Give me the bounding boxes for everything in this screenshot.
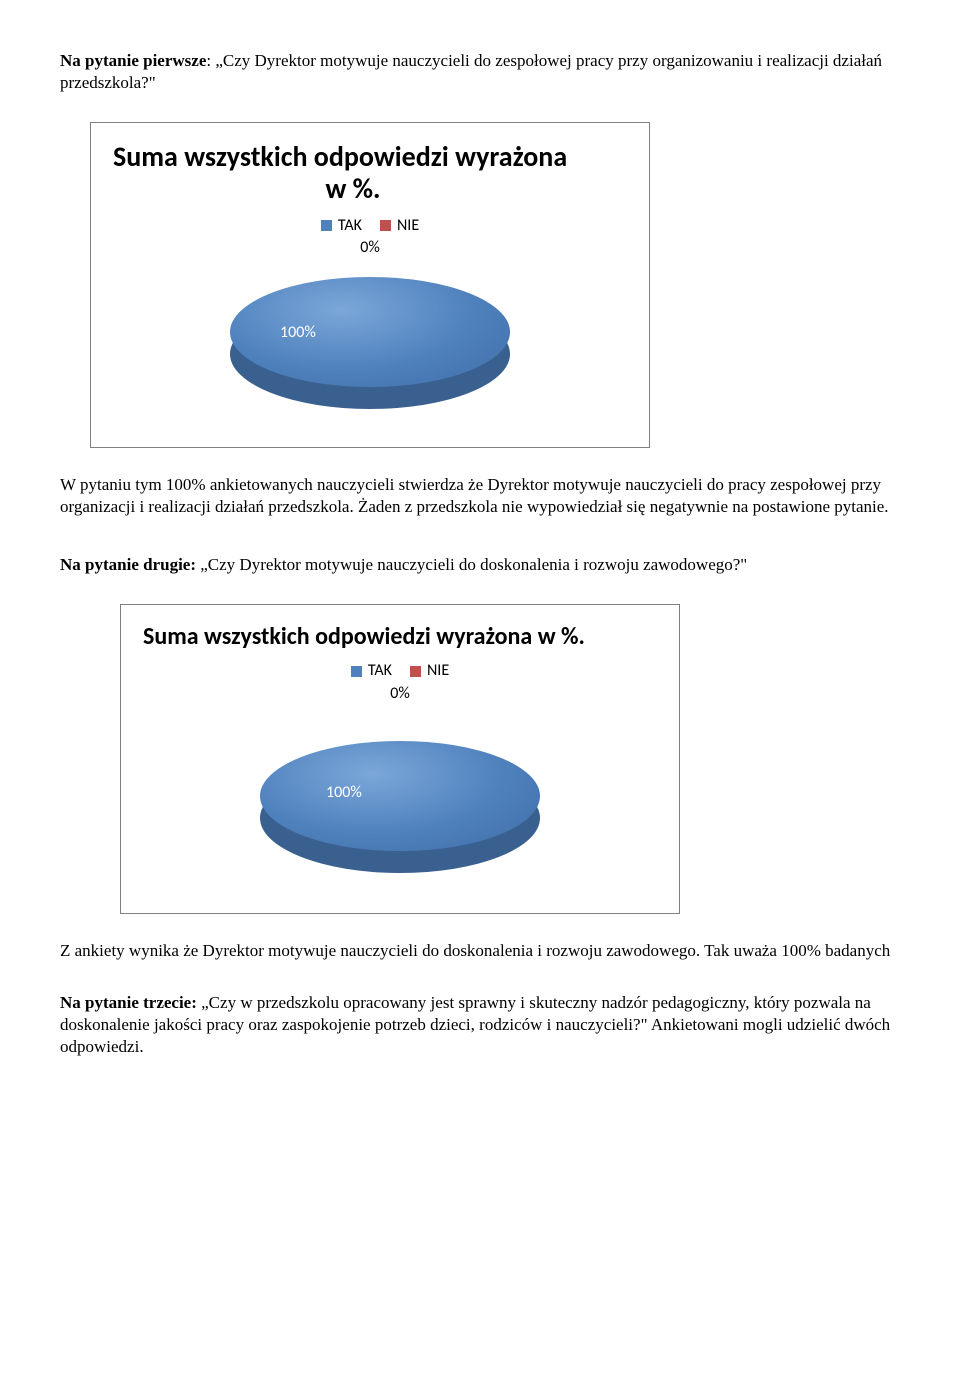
- chart-1-100-label: 100%: [280, 323, 316, 344]
- legend-label-tak-2: TAK: [368, 661, 392, 682]
- legend-item-tak-2: TAK: [351, 661, 392, 682]
- pie-top-2: [260, 741, 540, 851]
- question-1-label: Na pytanie pierwsze: [60, 51, 206, 70]
- legend-label-tak: TAK: [338, 216, 362, 237]
- question-3-label: Na pytanie trzecie:: [60, 993, 197, 1012]
- chart-1-legend: TAK NIE: [113, 216, 627, 237]
- question-1-block: Na pytanie pierwsze: „Czy Dyrektor motyw…: [60, 50, 900, 94]
- legend-label-nie-2: NIE: [427, 661, 449, 682]
- legend-swatch-nie-2: [410, 666, 421, 677]
- question-3-text: Na pytanie trzecie: „Czy w przedszkolu o…: [60, 992, 900, 1058]
- chart-2-zero-label: 0%: [143, 684, 657, 705]
- question-2-text: Na pytanie drugie: „Czy Dyrektor motywuj…: [60, 554, 900, 576]
- chart-2-legend: TAK NIE: [143, 661, 657, 682]
- chart-1-title: Suma wszystkich odpowiedzi wyrażona w %.: [113, 141, 593, 205]
- question-2-label: Na pytanie drugie:: [60, 555, 196, 574]
- chart-1-zero-label: 0%: [113, 238, 627, 259]
- pie-top: [230, 277, 510, 387]
- legend-item-nie: NIE: [380, 216, 419, 237]
- chart-1: Suma wszystkich odpowiedzi wyrażona w %.…: [90, 122, 650, 448]
- legend-item-nie-2: NIE: [410, 661, 449, 682]
- chart-2: Suma wszystkich odpowiedzi wyrażona w %.…: [120, 604, 680, 913]
- chart-1-title-line1: Suma wszystkich odpowiedzi wyrażona: [113, 139, 567, 174]
- legend-label-nie: NIE: [397, 216, 419, 237]
- chart-2-pie: 100%: [143, 717, 657, 887]
- legend-item-tak: TAK: [321, 216, 362, 237]
- chart-2-100-label: 100%: [326, 783, 362, 804]
- question-1-text: Na pytanie pierwsze: „Czy Dyrektor motyw…: [60, 50, 900, 94]
- legend-swatch-nie: [380, 220, 391, 231]
- question-3-block: Na pytanie trzecie: „Czy w przedszkolu o…: [60, 992, 900, 1058]
- paragraph-2: Z ankiety wynika że Dyrektor motywuje na…: [60, 940, 900, 962]
- chart-1-pie: 100%: [113, 271, 627, 421]
- paragraph-1: W pytaniu tym 100% ankietowanych nauczyc…: [60, 474, 900, 518]
- pie-container-2: 100%: [260, 741, 540, 873]
- chart-2-title: Suma wszystkich odpowiedzi wyrażona w %.: [143, 623, 657, 651]
- pie-container: 100%: [230, 277, 510, 409]
- legend-swatch-tak: [321, 220, 332, 231]
- question-2-body: „Czy Dyrektor motywuje nauczycieli do do…: [196, 555, 747, 574]
- legend-swatch-tak-2: [351, 666, 362, 677]
- chart-1-title-line2: w %.: [113, 173, 593, 205]
- question-2-block: Na pytanie drugie: „Czy Dyrektor motywuj…: [60, 554, 900, 576]
